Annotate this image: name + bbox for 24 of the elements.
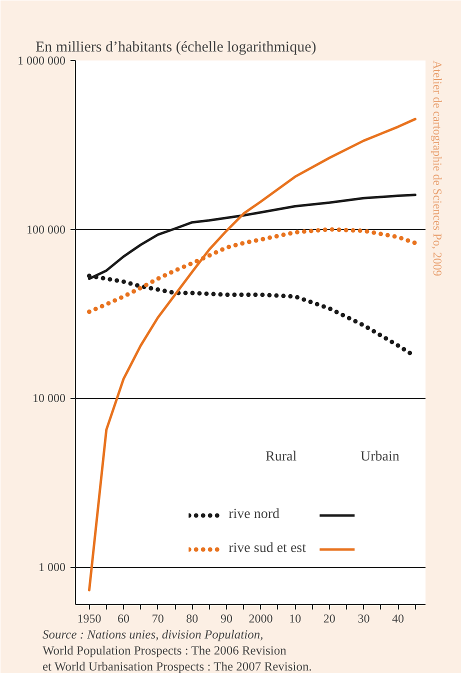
y-tick-label: 1 000 [38,560,66,574]
y-tick-label: 10 000 [32,391,66,406]
x-tick-label: 20 [323,612,336,626]
chart-title: En milliers d’habitants (échelle logarithmique) [36,40,316,56]
x-tick-label: 60 [118,612,130,626]
line-series [88,118,416,592]
x-tick-label: 10 [289,612,302,626]
x-tick-label: 30 [358,612,370,626]
annotation: Urbain [360,450,400,464]
x-tick-label: 40 [392,612,404,626]
legend-label: rive nord [228,507,280,523]
annotation: Rural [266,450,297,464]
y-tick-label: 100 000 [26,222,66,236]
x-tick-label: 1950 [77,612,102,626]
legend-label: rive sud et est [228,541,306,557]
x-tick-label: 90 [220,612,232,626]
text: et World Urbanisation Prospects : The 2007 Revision. [42,660,312,673]
x-tick-label: 70 [152,612,164,626]
y-tick-label: 1 000 000 [18,54,66,68]
x-tick-label: 80 [186,612,198,626]
source-note: Source : Nations unies, division Population, [42,628,264,642]
text: Atelier de cartographie de Sciences Po, 2009 [430,60,444,276]
x-tick-label: 2000 [248,612,273,626]
text: World Population Prospects : The 2006 Revision [42,644,288,658]
